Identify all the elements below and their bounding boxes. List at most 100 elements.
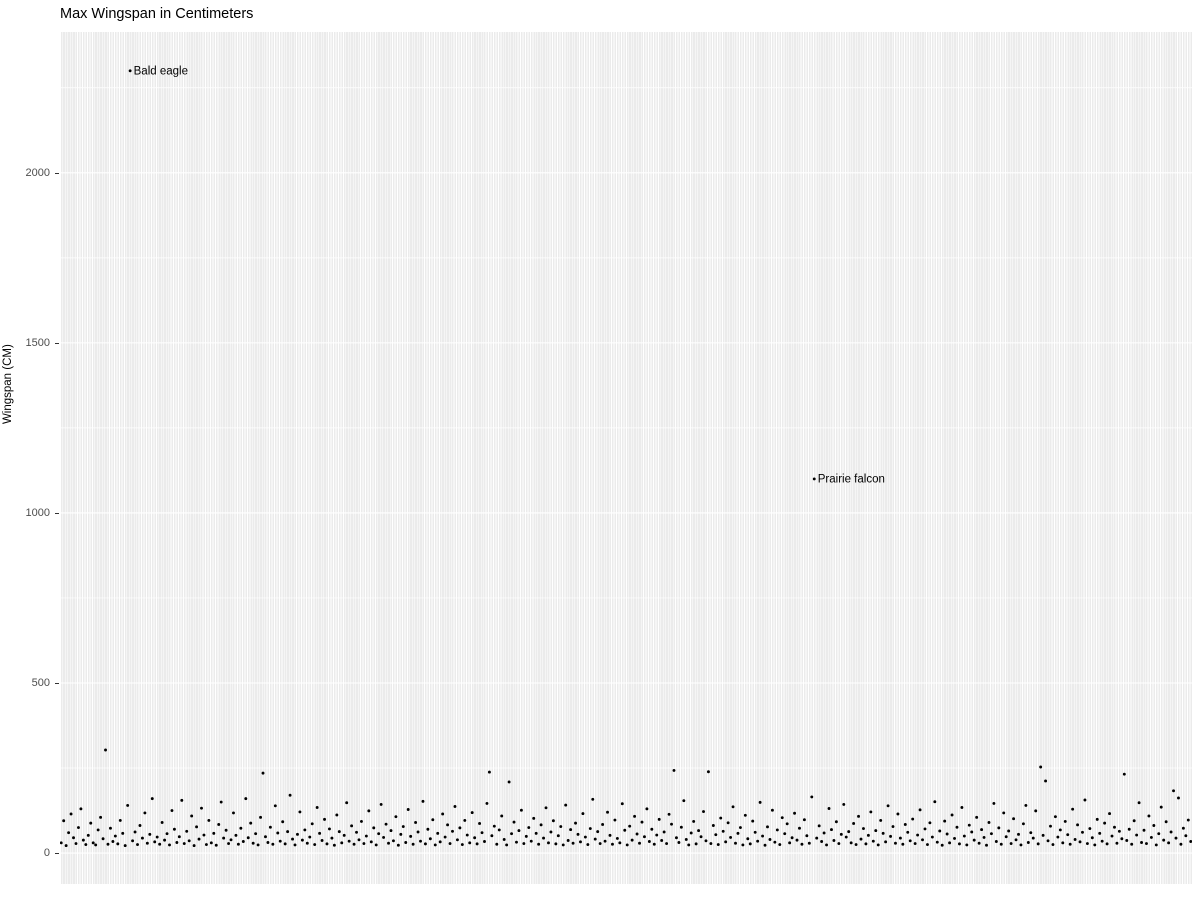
data-point — [328, 827, 331, 831]
data-point — [433, 843, 437, 847]
data-point — [72, 836, 75, 840]
data-point — [694, 842, 698, 846]
data-point — [500, 814, 504, 818]
data-point — [293, 843, 297, 847]
data-point — [468, 841, 472, 845]
data-point — [697, 829, 701, 833]
data-point — [315, 806, 319, 809]
data-point — [933, 800, 937, 804]
data-point — [571, 841, 575, 845]
data-point — [303, 828, 307, 832]
data-point — [77, 826, 80, 829]
data-point — [825, 843, 829, 847]
data-point — [451, 829, 454, 833]
data-point — [1120, 837, 1124, 841]
data-point — [859, 837, 863, 841]
data-point — [241, 840, 245, 843]
data-point — [987, 820, 991, 824]
data-point — [128, 69, 132, 73]
data-point — [795, 838, 799, 842]
data-point — [756, 839, 760, 843]
data-point — [330, 836, 334, 840]
data-point — [647, 840, 651, 843]
data-point — [158, 842, 162, 846]
data-point — [1147, 814, 1151, 818]
data-point — [291, 837, 294, 841]
data-point — [726, 821, 730, 825]
data-point — [761, 834, 765, 838]
data-point — [170, 809, 174, 812]
data-point — [938, 829, 942, 833]
data-point — [406, 808, 410, 811]
data-point — [1026, 841, 1030, 844]
data-point — [396, 843, 400, 847]
data-point — [537, 842, 541, 846]
data-point — [1051, 843, 1055, 846]
data-point — [1189, 840, 1192, 843]
data-point — [935, 840, 939, 844]
data-point — [362, 842, 366, 845]
data-point — [455, 838, 459, 842]
data-point — [566, 839, 570, 842]
data-point — [962, 834, 966, 838]
data-point — [1090, 836, 1094, 840]
data-point — [583, 835, 587, 839]
data-point — [802, 818, 806, 822]
data-point — [497, 828, 501, 832]
data-point — [116, 842, 120, 846]
data-point — [709, 842, 713, 845]
y-axis-title: Wingspan (CM) — [2, 344, 14, 425]
data-point — [785, 822, 789, 826]
data-point — [232, 811, 235, 815]
data-point — [1130, 842, 1134, 846]
data-point — [1063, 819, 1067, 823]
data-point — [903, 823, 907, 826]
data-point — [736, 831, 740, 835]
data-point — [404, 841, 408, 844]
data-point — [182, 842, 186, 845]
data-point — [1046, 839, 1050, 843]
data-point — [109, 826, 112, 830]
data-point — [652, 842, 656, 846]
data-point — [611, 842, 614, 846]
data-point — [896, 812, 900, 816]
data-point — [345, 801, 349, 805]
data-point — [1004, 835, 1008, 839]
data-point — [793, 811, 797, 815]
data-point — [738, 826, 742, 829]
data-point — [296, 832, 299, 836]
data-point — [475, 842, 479, 846]
data-point — [394, 815, 398, 819]
data-point — [1145, 842, 1148, 845]
data-point — [364, 834, 368, 838]
data-point — [1088, 827, 1092, 831]
data-point — [1110, 834, 1114, 838]
data-point — [748, 842, 752, 846]
data-point — [898, 836, 902, 840]
data-point — [335, 813, 339, 817]
data-point — [689, 831, 693, 835]
data-point — [458, 826, 462, 830]
data-point — [542, 836, 546, 840]
data-point — [355, 830, 358, 834]
data-point — [564, 803, 568, 807]
data-point — [834, 820, 838, 824]
data-point — [517, 829, 521, 833]
data-point — [155, 835, 159, 839]
data-point — [788, 841, 792, 845]
data-point — [630, 838, 634, 842]
data-point — [1117, 829, 1121, 833]
data-point — [923, 827, 927, 831]
data-point — [490, 834, 494, 838]
data-point — [325, 842, 329, 846]
data-point — [227, 842, 231, 845]
data-point — [618, 841, 622, 845]
data-point — [99, 815, 103, 819]
data-point — [384, 822, 388, 826]
data-point — [977, 841, 981, 845]
data-point — [650, 827, 654, 831]
data-point — [1053, 815, 1057, 819]
data-point — [96, 828, 100, 832]
data-point — [729, 835, 733, 839]
data-point — [928, 821, 932, 825]
